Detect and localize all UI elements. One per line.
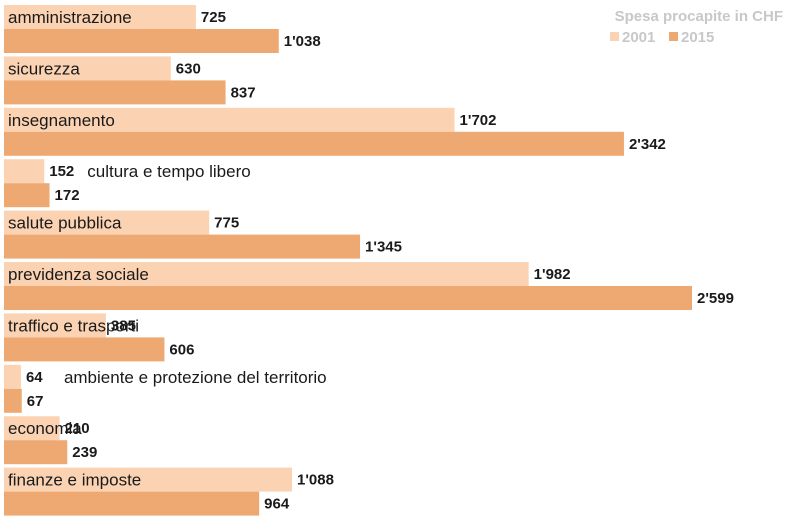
legend-swatch-2001: [610, 32, 619, 41]
value-label-finanze-e-imposte-2015: 964: [264, 496, 290, 513]
category-label-ambiente-e-protezione-del-territorio: ambiente e protezione del territorio: [64, 368, 327, 387]
value-label-amministrazione-2015: 1'038: [284, 33, 321, 50]
bar-economia-2001: [4, 416, 60, 441]
bar-previdenza-sociale-2001: [4, 262, 529, 286]
legend: Spesa procapite in CHF 2001 2015: [610, 8, 783, 46]
bar-ambiente-e-protezione-del-territorio-2001: [4, 364, 21, 389]
value-label-ambiente-e-protezione-del-territorio-2001: 64: [26, 369, 43, 386]
bar-cultura-e-tempo-libero-2015: [4, 183, 50, 208]
bar-sicurezza-2015: [4, 80, 226, 105]
category-label-finanze-e-imposte: finanze e imposte: [8, 471, 141, 490]
legend-swatch-2015: [669, 32, 678, 41]
value-label-insegnamento-2001: 1'702: [460, 112, 497, 129]
legend-entry-2001: 2001: [622, 29, 655, 46]
category-label-amministrazione: amministrazione: [8, 8, 132, 27]
category-label-sicurezza: sicurezza: [8, 59, 80, 78]
bar-traffico-e-trasporti-2015: [4, 337, 165, 362]
value-label-previdenza-sociale-2015: 2'599: [697, 290, 734, 307]
value-label-sicurezza-2015: 837: [231, 84, 256, 101]
bar-sicurezza-2001: [4, 56, 171, 81]
value-label-salute-pubblica-2001: 775: [214, 215, 239, 232]
bar-economia-2015: [4, 440, 68, 465]
bar-amministrazione-2001: [4, 5, 196, 29]
bar-finanze-e-imposte-2001: [4, 467, 293, 492]
value-label-economia-2015: 239: [72, 444, 97, 461]
category-label-traffico-e-trasporti: traffico e trasporti: [8, 316, 139, 335]
value-label-traffico-e-trasporti-2001: 385: [111, 317, 136, 334]
bar-traffico-e-trasporti-2001: [4, 313, 106, 338]
value-label-insegnamento-2015: 2'342: [629, 136, 666, 153]
legend-entry-2015: 2015: [681, 29, 714, 46]
value-label-cultura-e-tempo-libero-2001: 152: [49, 163, 74, 180]
labels-group: 725 1'038 amministrazione 630 837 sicurezza 1'…: [8, 8, 734, 513]
bar-previdenza-sociale-2015: [4, 286, 692, 310]
value-label-economia-2001: 210: [65, 420, 90, 437]
legend-title: Spesa procapite in CHF: [615, 8, 783, 25]
category-label-insegnamento: insegnamento: [8, 111, 115, 130]
bar-finanze-e-imposte-2015: [4, 491, 260, 516]
bar-amministrazione-2015: [4, 29, 279, 53]
bar-cultura-e-tempo-libero-2001: [4, 159, 45, 184]
category-label-salute-pubblica: salute pubblica: [8, 214, 122, 233]
value-label-cultura-e-tempo-libero-2015: 172: [55, 187, 80, 204]
bar-salute-pubblica-2001: [4, 210, 210, 235]
category-label-cultura-e-tempo-libero: cultura e tempo libero: [87, 162, 250, 181]
value-label-traffico-e-trasporti-2015: 606: [169, 341, 194, 358]
bar-insegnamento-2015: [4, 131, 624, 156]
value-label-salute-pubblica-2015: 1'345: [365, 239, 402, 256]
bar-insegnamento-2001: [4, 107, 455, 132]
category-label-previdenza-sociale: previdenza sociale: [8, 265, 149, 284]
value-label-previdenza-sociale-2001: 1'982: [534, 266, 571, 283]
bar-salute-pubblica-2015: [4, 234, 361, 259]
category-label-economia: economia: [8, 419, 82, 438]
bar-ambiente-e-protezione-del-territorio-2015: [4, 388, 22, 413]
value-label-sicurezza-2001: 630: [176, 60, 201, 77]
value-label-ambiente-e-protezione-del-territorio-2015: 67: [27, 393, 44, 410]
value-label-amministrazione-2001: 725: [201, 9, 226, 26]
bars-group: [4, 5, 692, 516]
value-label-finanze-e-imposte-2001: 1'088: [297, 472, 334, 489]
